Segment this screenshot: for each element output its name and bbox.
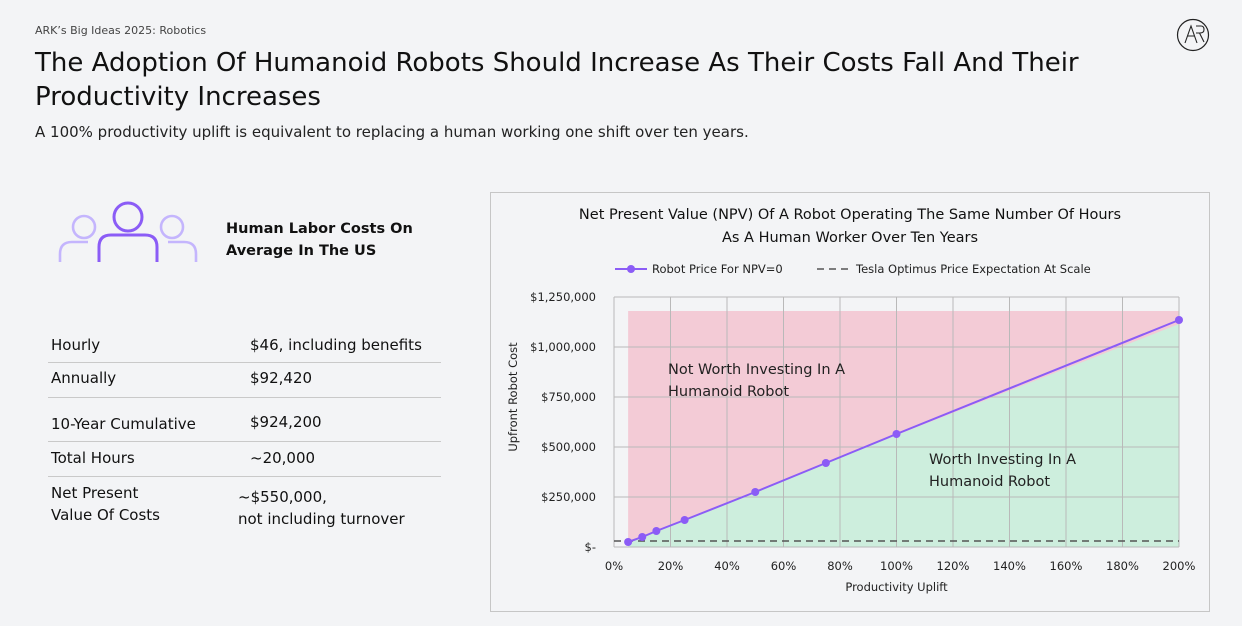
legend-marker-robot-price [627,265,635,273]
chart-title-line1: Net Present Value (NPV) Of A Robot Opera… [579,207,1121,223]
worth-region [628,324,1179,547]
labor-heading-line1: Human Labor Costs On [226,221,413,237]
row-label: Net Present Value Of Costs [51,482,211,526]
labor-heading-line2: Average In The US [226,243,377,259]
robot-price-point [751,488,760,496]
x-tick-label: 140% [993,559,1026,573]
page-subtitle: A 100% productivity uplift is equivalent… [35,123,749,141]
row-value: ~20,000 [250,449,316,467]
y-tick-label: $500,000 [541,440,596,454]
robot-price-point [652,527,661,535]
worth-label-line2: Humanoid Robot [929,474,1050,490]
labor-cost-table: Hourly $46, including benefits Annually … [48,326,441,537]
npv-chart-panel: Net Present Value (NPV) Of A Robot Opera… [490,192,1210,612]
robot-price-point [624,538,633,546]
row-value: $92,420 [250,369,313,387]
row-value-line2: not including turnover [238,510,405,528]
not-worth-label-line1: Not Worth Investing In A [668,362,845,378]
y-tick-label: $- [585,540,596,554]
x-tick-label: 20% [658,559,684,573]
robot-price-point [1175,316,1183,324]
robot-price-point [892,430,901,438]
worth-label-line1: Worth Investing In A [929,452,1076,468]
page-title: The Adoption Of Humanoid Robots Should I… [35,48,1079,112]
not-worth-label-line2: Humanoid Robot [668,384,789,400]
robot-price-point [680,516,689,524]
row-label: Total Hours [51,449,135,467]
x-tick-label: 160% [1050,559,1083,573]
x-tick-label: 80% [827,559,853,573]
x-tick-label: 100% [880,559,913,573]
chart-title-line2: As A Human Worker Over Ten Years [722,230,978,246]
y-axis-label: Upfront Robot Cost [506,342,520,452]
y-tick-label: $1,250,000 [530,290,596,304]
x-tick-label: 0% [605,559,623,573]
row-value: $46, including benefits [250,336,422,354]
table-row-10-year-cumulative: 10-Year Cumulative $924,200 [48,398,441,442]
legend-label-robot-price: Robot Price For NPV=0 [652,262,783,276]
row-value: $924,200 [250,413,322,431]
robot-price-point [821,459,830,467]
x-tick-label: 120% [937,559,970,573]
labor-costs-heading: Human Labor Costs On Average In The US [226,218,446,262]
row-label-line1: Net Present [51,484,139,502]
y-tick-label: $250,000 [541,490,596,504]
row-value: ~$550,000, not including turnover [238,486,438,530]
x-tick-label: 200% [1163,559,1196,573]
row-label: 10-Year Cumulative [51,415,196,433]
legend-label-tesla: Tesla Optimus Price Expectation At Scale [855,262,1091,276]
row-label: Annually [51,369,117,387]
ark-logo-icon [1176,18,1210,52]
x-tick-label: 40% [714,559,740,573]
row-label-line2: Value Of Costs [51,506,160,524]
x-tick-label: 180% [1106,559,1139,573]
row-value-line1: ~$550,000, [238,488,327,506]
row-label: Hourly [51,336,101,354]
table-row-annually: Annually $92,420 [48,363,441,398]
robot-price-point [638,533,647,541]
npv-chart: Net Present Value (NPV) Of A Robot Opera… [506,207,1196,594]
table-row-total-hours: Total Hours ~20,000 [48,442,441,477]
report-kicker: ARK’s Big Ideas 2025: Robotics [35,24,207,37]
people-group-icon [58,201,198,262]
x-tick-label: 60% [771,559,797,573]
table-row-npv-of-costs: Net Present Value Of Costs ~$550,000, no… [48,477,441,537]
table-row-hourly: Hourly $46, including benefits [48,326,441,363]
y-tick-label: $750,000 [541,390,596,404]
y-tick-label: $1,000,000 [530,340,596,354]
x-axis-label: Productivity Uplift [845,580,948,594]
